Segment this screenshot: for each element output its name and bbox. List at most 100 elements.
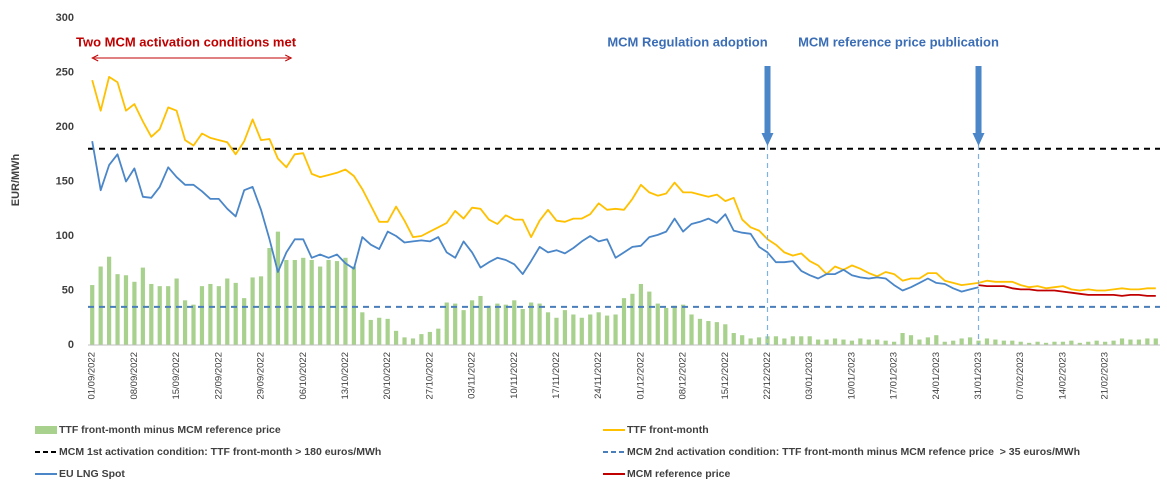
- legend-label: MCM 1st activation condition: TTF front-…: [59, 446, 381, 458]
- bar: [1043, 342, 1049, 345]
- bar: [554, 317, 559, 345]
- x-tick-label: 03/01/2023: [804, 352, 815, 400]
- bar: [1153, 338, 1158, 345]
- y-tick-label: 0: [68, 339, 74, 351]
- y-tick-label: 50: [62, 284, 74, 296]
- bar: [655, 303, 660, 345]
- bar: [765, 336, 770, 345]
- bar: [377, 317, 382, 345]
- y-axis-title: EUR/MWh: [10, 153, 22, 206]
- bar: [1052, 341, 1057, 345]
- bar: [689, 314, 694, 345]
- bar: [149, 283, 154, 345]
- bar: [427, 331, 432, 345]
- event-arrow-shaft: [764, 66, 771, 134]
- event-arrow-shaft: [975, 66, 982, 134]
- x-tick-label: 08/12/2022: [678, 352, 689, 400]
- bar: [613, 314, 618, 345]
- x-tick-label: 01/12/2022: [635, 352, 646, 400]
- bar: [773, 336, 779, 345]
- legend-label: MCM 2nd activation condition: TTF front-…: [627, 446, 1080, 458]
- bar: [596, 312, 601, 345]
- legend-label: TTF front-month minus MCM reference pric…: [59, 424, 281, 436]
- bar: [731, 333, 736, 345]
- bar: [360, 312, 365, 345]
- bar: [1077, 342, 1082, 345]
- bar: [630, 293, 635, 345]
- bar: [1001, 340, 1006, 345]
- legend-swatch: [35, 426, 57, 434]
- bar: [951, 340, 956, 345]
- bar: [292, 259, 297, 345]
- bar: [849, 340, 855, 345]
- x-tick-label: 21/02/2023: [1100, 352, 1111, 400]
- bar: [1060, 341, 1066, 345]
- span-label: Two MCM activation conditions met: [76, 34, 297, 49]
- bar: [402, 337, 407, 345]
- event-arrow-head: [972, 133, 985, 146]
- x-tick-label: 20/10/2022: [382, 352, 393, 400]
- event-arrow-head: [761, 133, 774, 146]
- bar: [486, 305, 492, 345]
- y-tick-label: 200: [56, 121, 74, 133]
- bar: [98, 266, 103, 345]
- bar: [537, 303, 542, 345]
- bar: [959, 338, 964, 345]
- bar: [1119, 338, 1125, 345]
- bar: [680, 304, 686, 345]
- bar: [976, 340, 981, 345]
- bar: [883, 340, 888, 345]
- bar: [410, 338, 416, 345]
- x-tick-label: 24/01/2023: [931, 352, 942, 400]
- bar: [807, 336, 812, 345]
- x-tick-label: 15/12/2022: [720, 352, 731, 400]
- event-label: MCM reference price publication: [798, 34, 999, 49]
- bar: [1111, 340, 1116, 345]
- bar: [351, 266, 356, 345]
- bar: [942, 341, 947, 345]
- bar: [647, 291, 652, 345]
- bar: [756, 337, 762, 345]
- x-tick-label: 22/09/2022: [213, 352, 224, 400]
- x-tick-label: 14/02/2023: [1057, 352, 1068, 400]
- bar: [233, 282, 238, 345]
- bar: [436, 328, 441, 345]
- bar: [1145, 338, 1150, 345]
- bar: [529, 302, 534, 345]
- bar: [740, 335, 745, 345]
- x-tick-label: 10/01/2023: [846, 352, 857, 400]
- span-arrow-head: [91, 54, 293, 62]
- x-tick-label: 13/10/2022: [340, 352, 351, 400]
- y-tick-label: 250: [56, 66, 74, 78]
- bar: [334, 261, 340, 345]
- bar: [191, 304, 196, 345]
- bar: [841, 339, 846, 345]
- bar: [444, 302, 449, 345]
- bar: [225, 278, 230, 345]
- bar: [866, 339, 871, 345]
- bar: [115, 274, 120, 345]
- bar: [545, 312, 551, 345]
- bar: [908, 335, 914, 345]
- bar: [1086, 341, 1091, 345]
- bar: [1136, 339, 1142, 345]
- line: [91, 76, 1156, 292]
- bar: [208, 283, 213, 345]
- bar: [832, 338, 838, 345]
- bar: [512, 300, 517, 345]
- bar: [520, 309, 525, 345]
- bar: [588, 314, 593, 345]
- legend-label: EU LNG Spot: [59, 468, 125, 480]
- x-tick-label: 31/01/2023: [973, 352, 984, 400]
- y-tick-label: 300: [56, 12, 74, 24]
- bar: [799, 336, 804, 345]
- bar: [123, 275, 129, 345]
- bar: [782, 338, 787, 345]
- bar: [714, 322, 719, 345]
- bar: [790, 336, 795, 345]
- bar: [166, 286, 171, 345]
- bar: [925, 337, 930, 345]
- bar: [917, 339, 922, 345]
- bar: [309, 259, 314, 345]
- x-tick-label: 27/10/2022: [424, 352, 435, 400]
